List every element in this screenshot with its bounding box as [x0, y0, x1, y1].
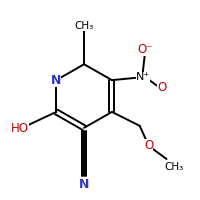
Text: O: O	[157, 81, 166, 94]
Text: N: N	[79, 178, 89, 191]
Text: CH₃: CH₃	[74, 21, 94, 31]
Text: N⁺: N⁺	[136, 72, 150, 82]
Text: O: O	[144, 139, 153, 152]
Text: HO: HO	[11, 122, 29, 135]
Text: N: N	[51, 74, 61, 87]
Text: O⁻: O⁻	[137, 43, 152, 56]
Text: CH₃: CH₃	[165, 162, 184, 172]
